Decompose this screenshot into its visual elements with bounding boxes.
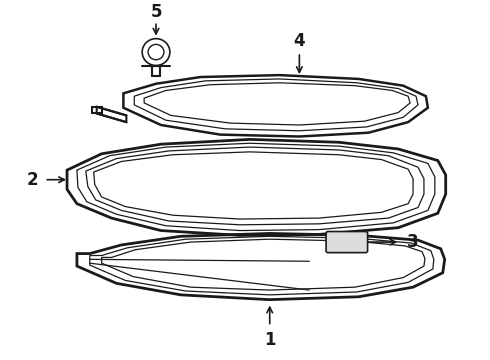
Text: 5: 5 [150, 3, 162, 21]
Text: 1: 1 [264, 331, 275, 349]
Text: 2: 2 [26, 171, 38, 189]
FancyBboxPatch shape [326, 231, 368, 253]
Text: 4: 4 [294, 32, 305, 50]
Text: 3: 3 [407, 233, 419, 251]
